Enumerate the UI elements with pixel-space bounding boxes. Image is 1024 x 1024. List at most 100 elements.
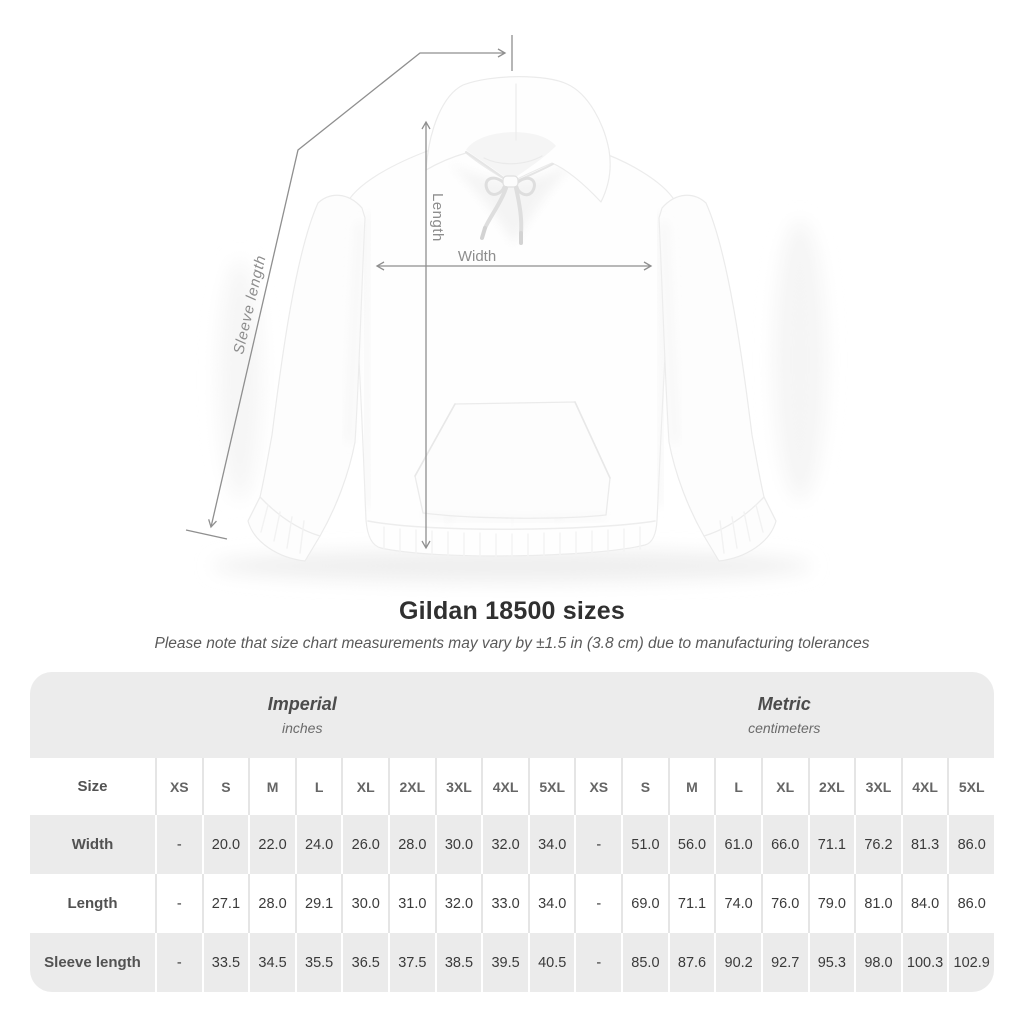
- hem-ribbing: [383, 526, 641, 558]
- page-title: Gildan 18500 sizes: [399, 597, 625, 625]
- unit-header-row: Imperial inches Metric centimeters: [30, 672, 994, 758]
- size-col-header: 4XL: [900, 758, 948, 815]
- hoodie-illustration: [212, 76, 826, 582]
- size-col-header: 2XL: [388, 758, 435, 815]
- size-value-cell: 30.0: [341, 874, 389, 933]
- length-label: Length: [429, 193, 446, 242]
- size-value-cell: 27.1: [201, 874, 249, 933]
- size-col-header: S: [621, 758, 668, 815]
- size-value-cell: 28.0: [248, 874, 295, 933]
- measurement-row: Sleeve length -33.5 34.5 35.5 36.5 37.5 38.5 39…: [30, 933, 994, 992]
- measurement-row-label: Sleeve length: [30, 933, 155, 992]
- size-value-cell: 102.9: [947, 933, 994, 992]
- size-col-header: L: [714, 758, 761, 815]
- size-col-header: L: [294, 758, 342, 815]
- size-value-cell: 39.5: [481, 933, 528, 992]
- size-value-cell: 86.0: [947, 874, 994, 933]
- size-value-cell: 79.0: [807, 874, 855, 933]
- size-value-cell: 71.1: [667, 874, 715, 933]
- hoodie-left-sleeve: [247, 194, 366, 562]
- size-value-cell: -: [574, 933, 622, 992]
- measurement-arrows: [185, 35, 653, 550]
- size-value-cell: 26.0: [341, 815, 389, 874]
- imperial-label: Imperial: [267, 694, 337, 714]
- size-col-header: M: [248, 758, 295, 815]
- size-table: Imperial inches Metric centimeters Size X…: [30, 672, 994, 992]
- size-header-row: Size XS S M L XL 2XL 3XL 4XL 5XL XS S M L XL 2XL 3XL 4XL 5…: [30, 758, 994, 815]
- side-shadow-right: [774, 220, 826, 500]
- size-value-cell: -: [155, 933, 202, 992]
- size-value-cell: 28.0: [388, 815, 435, 874]
- measurement-row-label: Length: [30, 874, 155, 933]
- size-value-cell: 76.2: [854, 815, 901, 874]
- size-value-cell: 34.0: [527, 874, 575, 933]
- size-value-cell: 22.0: [248, 815, 295, 874]
- page-subtitle: Please note that size chart measurements…: [154, 635, 870, 652]
- size-value-cell: 87.6: [667, 933, 715, 992]
- size-col-header: XS: [574, 758, 622, 815]
- metric-unit: centimeters: [748, 720, 821, 736]
- size-value-cell: 30.0: [434, 815, 482, 874]
- size-value-cell: 34.5: [248, 933, 295, 992]
- size-col-header: 5XL: [947, 758, 994, 815]
- measurement-row-label: Width: [30, 815, 155, 874]
- size-value-cell: 24.0: [294, 815, 342, 874]
- size-value-cell: 98.0: [854, 933, 901, 992]
- size-value-cell: 33.0: [481, 874, 528, 933]
- size-value-cell: 71.1: [807, 815, 855, 874]
- size-value-cell: 85.0: [621, 933, 668, 992]
- measurement-row: Width -20.0 22.0 24.0 26.0 28.0 30.0 32.0 34.0-5…: [30, 815, 994, 874]
- size-col-header: 5XL: [527, 758, 575, 815]
- right-cuff-seam: [703, 496, 765, 537]
- size-value-cell: 66.0: [760, 815, 808, 874]
- size-chart-table-container: Imperial inches Metric centimeters Size X…: [30, 672, 994, 992]
- size-value-cell: 81.3: [900, 815, 948, 874]
- size-value-cell: 33.5: [201, 933, 249, 992]
- size-value-cell: 84.0: [900, 874, 948, 933]
- size-col-header: XL: [341, 758, 389, 815]
- size-col-header: 2XL: [807, 758, 855, 815]
- size-col-header: 3XL: [854, 758, 901, 815]
- hoodie-right-sleeve: [658, 194, 777, 562]
- sleeve-length-cuff-tick: [185, 529, 228, 540]
- size-value-cell: 31.0: [388, 874, 435, 933]
- size-value-cell: 32.0: [434, 874, 482, 933]
- size-value-cell: 34.0: [527, 815, 575, 874]
- size-column-title: Size: [30, 758, 155, 815]
- size-value-cell: 100.3: [900, 933, 948, 992]
- size-value-cell: 51.0: [621, 815, 668, 874]
- measurement-row: Length -27.1 28.0 29.1 30.0 31.0 32.0 33.0 34.0-…: [30, 874, 994, 933]
- metric-label: Metric: [757, 694, 811, 714]
- size-value-cell: 61.0: [714, 815, 761, 874]
- imperial-group-header: Imperial inches: [30, 672, 575, 758]
- size-table-body: Size XS S M L XL 2XL 3XL 4XL 5XL XS S M L XL 2XL 3XL 4XL 5…: [30, 758, 994, 992]
- size-col-header: M: [667, 758, 715, 815]
- size-value-cell: 40.5: [527, 933, 575, 992]
- size-value-cell: 36.5: [341, 933, 389, 992]
- size-value-cell: 37.5: [388, 933, 435, 992]
- size-value-cell: -: [155, 815, 202, 874]
- size-value-cell: 32.0: [481, 815, 528, 874]
- size-value-cell: 95.3: [807, 933, 855, 992]
- hoodie-figure: Width Length Sleeve length: [185, 35, 826, 582]
- sleeve-length-arrow: [208, 48, 507, 529]
- size-value-cell: 90.2: [714, 933, 761, 992]
- size-col-header: XS: [155, 758, 202, 815]
- size-value-cell: -: [574, 815, 622, 874]
- size-value-cell: 86.0: [947, 815, 994, 874]
- size-value-cell: 35.5: [294, 933, 342, 992]
- size-value-cell: 38.5: [434, 933, 482, 992]
- size-value-cell: 74.0: [714, 874, 761, 933]
- right-cuff-ribbing: [719, 504, 764, 554]
- size-value-cell: -: [155, 874, 202, 933]
- size-col-header: XL: [760, 758, 808, 815]
- size-value-cell: 92.7: [760, 933, 808, 992]
- size-value-cell: 69.0: [621, 874, 668, 933]
- ground-shadow: [212, 550, 812, 582]
- size-col-header: 4XL: [481, 758, 528, 815]
- size-col-header: 3XL: [434, 758, 482, 815]
- size-col-header: S: [201, 758, 249, 815]
- size-value-cell: 81.0: [854, 874, 901, 933]
- width-label: Width: [458, 248, 496, 265]
